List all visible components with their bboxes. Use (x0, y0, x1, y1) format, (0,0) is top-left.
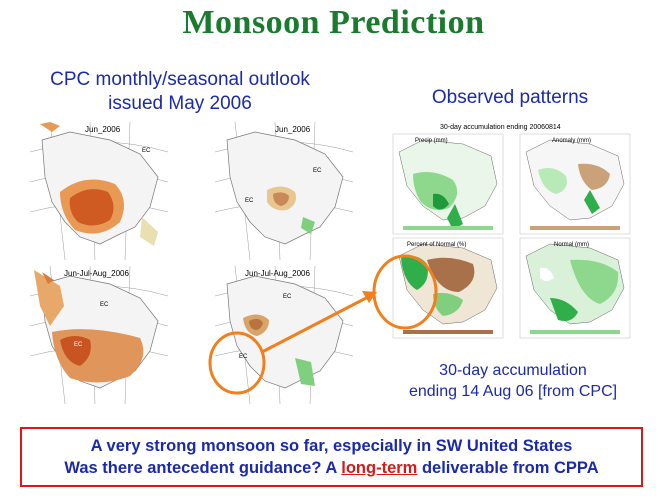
outlook-heading: CPC monthly/seasonal outlook issued May … (10, 68, 350, 116)
map3-title: Jun-Jul-Aug_2006 (64, 269, 129, 278)
summary-line2-suffix: deliverable from CPPA (417, 459, 599, 477)
observed-figure-title: 30-day accumulation ending 20060814 (440, 124, 561, 131)
map1-title: Jun_2006 (85, 125, 121, 134)
svg-text:EC: EC (283, 294, 292, 300)
svg-text:Percent of Normal (%): Percent of Normal (%) (407, 242, 466, 248)
summary-box: A very strong monsoon so far, especially… (20, 427, 643, 487)
observed-heading: Observed patterns (431, 87, 589, 108)
observed-panel-percent-normal: Percent of Normal (%) (392, 237, 504, 339)
summary-line2-prefix: Was there antecedent guidance? A (64, 459, 342, 477)
svg-text:EC: EC (245, 198, 254, 204)
outlook-map-jja-precip: Jun-Jul-Aug_2006 EC EC (29, 265, 169, 405)
long-term-link[interactable]: long-term (341, 459, 418, 477)
outlook-map-jun-precip: Jun_2006 EC (29, 121, 169, 261)
outlook-heading-line2: issued May 2006 (108, 93, 252, 114)
observed-patterns-figure: 30-day accumulation ending 20060814 Prec… (388, 118, 638, 358)
observed-panel-precip: Precip (mm) (392, 133, 504, 235)
observed-caption: 30-day accumulation ending 14 Aug 06 [fr… (378, 360, 648, 402)
summary-line1: A very strong monsoon so far, especially… (90, 437, 573, 455)
svg-text:EC: EC (239, 354, 248, 360)
observed-panel-normal: Normal (mm) (519, 237, 631, 339)
svg-text:Precip (mm): Precip (mm) (415, 138, 448, 144)
svg-text:EC: EC (142, 148, 151, 154)
callout-arrowhead (362, 291, 377, 303)
callout-arrow (261, 294, 371, 354)
outlook-map-jun-temp: Jun_2006 EC EC (214, 121, 354, 261)
map2-title: Jun_2006 (275, 125, 311, 134)
observed-panel-anomaly: Anomaly (mm) (519, 133, 631, 235)
svg-text:Normal (mm): Normal (mm) (554, 242, 589, 248)
outlook-maps-figure: Jun_2006 EC Jun_2006 EC EC Jun-Jul-Aug_2… (29, 121, 354, 405)
summary-line2: Was there antecedent guidance? A long-te… (64, 457, 598, 479)
outlook-heading-line1: CPC monthly/seasonal outlook (50, 69, 310, 90)
svg-text:EC: EC (74, 342, 83, 348)
outlook-map-jja-temp: Jun-Jul-Aug_2006 EC EC (214, 265, 354, 405)
callout-circle-observed (372, 254, 438, 330)
map4-title: Jun-Jul-Aug_2006 (245, 269, 310, 278)
observed-caption-line2: ending 14 Aug 06 [from CPC] (408, 383, 618, 400)
observed-caption-line1: 30-day accumulation (439, 362, 587, 379)
slide-title: Monsoon Prediction (182, 4, 485, 41)
svg-text:EC: EC (313, 168, 322, 174)
svg-text:Anomaly (mm): Anomaly (mm) (552, 138, 591, 144)
svg-text:EC: EC (100, 302, 109, 308)
callout-circle-outlook (208, 331, 266, 395)
